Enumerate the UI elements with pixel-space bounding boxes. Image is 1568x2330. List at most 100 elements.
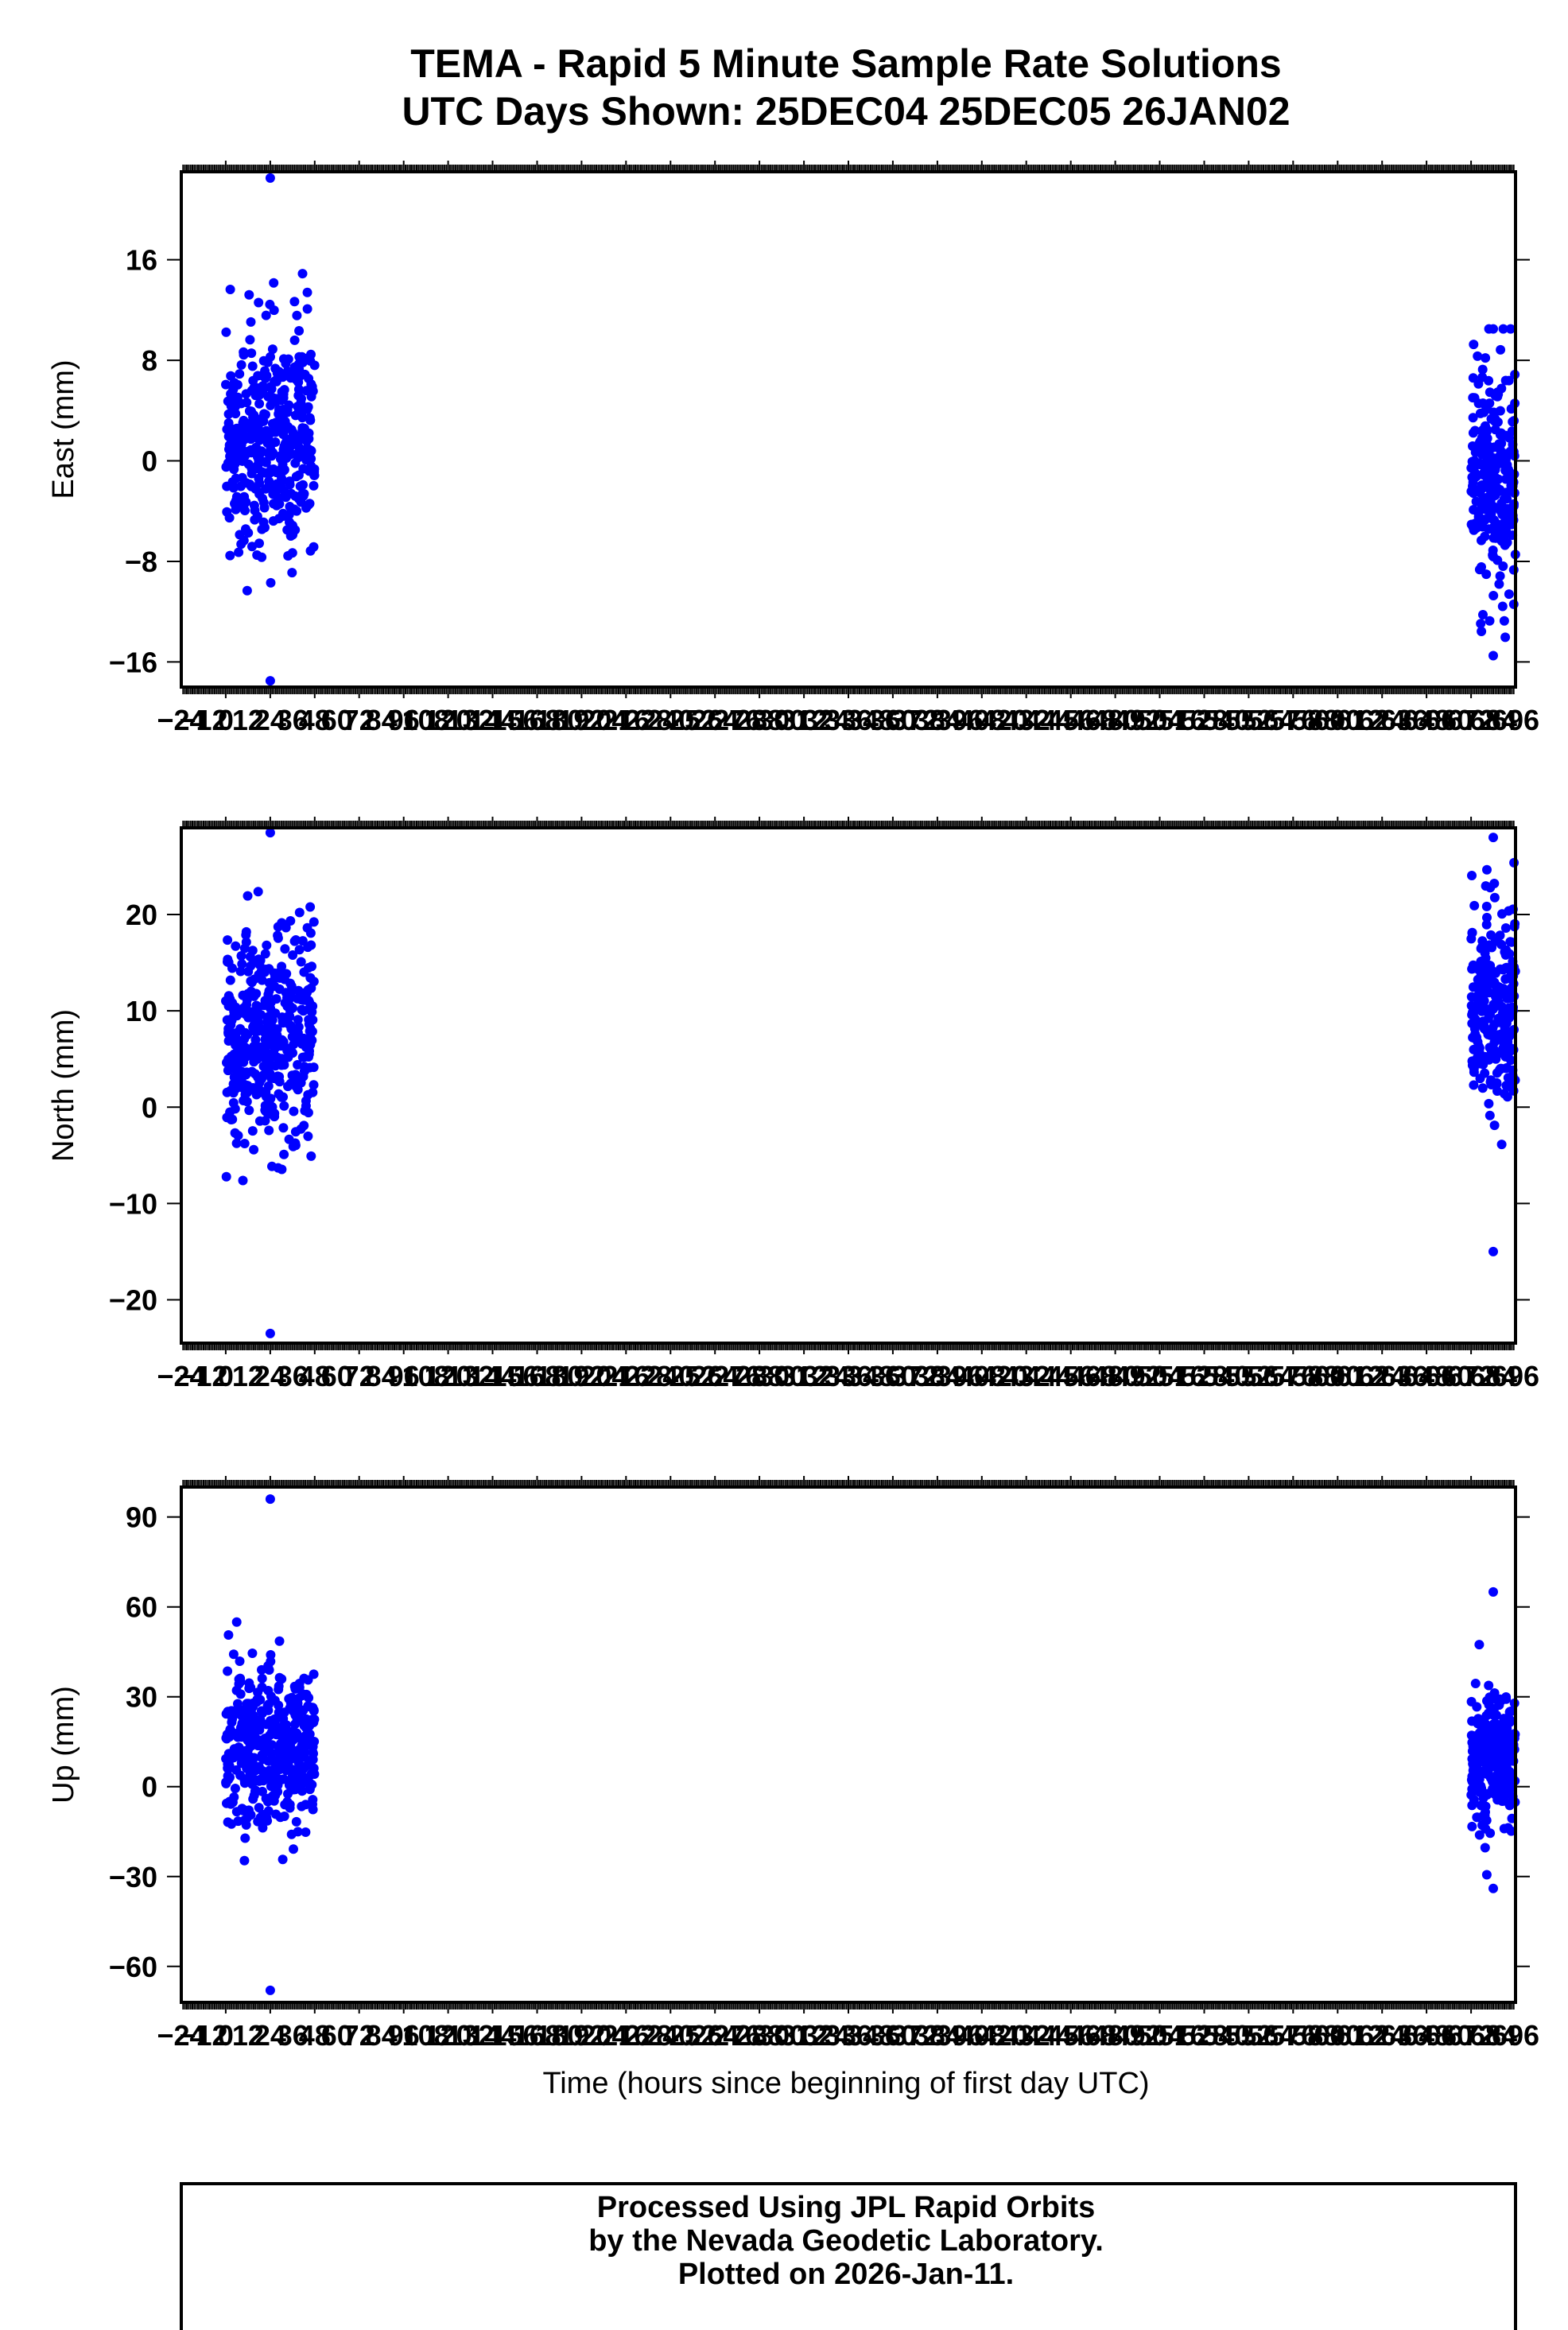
data-point (250, 1014, 260, 1023)
data-point (263, 391, 274, 402)
data-point (231, 1138, 242, 1148)
data-points (221, 828, 1520, 1338)
data-point (246, 407, 257, 417)
data-point (257, 975, 267, 985)
x-tick-label: 372 (891, 1360, 939, 1392)
data-point (297, 1004, 307, 1015)
data-point (227, 387, 238, 397)
x-tick-label: 648 (1403, 704, 1450, 736)
data-point (265, 828, 275, 838)
x-tick-label: 612 (1336, 1360, 1384, 1392)
data-point (281, 922, 291, 933)
data-point (250, 442, 261, 452)
data-point (254, 538, 264, 549)
data-point (286, 425, 297, 435)
x-tick-labels: −24−120122436486072849610812013214415616… (157, 704, 1539, 736)
x-tick-label: 588 (1291, 1360, 1339, 1392)
data-point (248, 1022, 258, 1032)
data-point (1470, 447, 1481, 457)
x-tick-label: 504 (1135, 704, 1183, 736)
data-point (241, 389, 251, 399)
data-point (289, 297, 300, 307)
plot-frame (180, 170, 1517, 689)
x-tick-label: 600 (1314, 704, 1361, 736)
data-point (1499, 494, 1509, 504)
data-point (1482, 912, 1492, 922)
data-point (222, 481, 232, 491)
data-point (251, 1089, 262, 1100)
x-tick-label: 0 (218, 1360, 234, 1392)
data-point (239, 347, 249, 357)
data-point (1485, 940, 1495, 950)
data-point (286, 1021, 296, 1031)
data-point (308, 1087, 318, 1097)
data-point (1500, 974, 1511, 984)
data-point (244, 1105, 254, 1116)
data-point (250, 1069, 260, 1079)
data-point (258, 1024, 268, 1035)
data-point (1498, 561, 1508, 571)
data-point (260, 949, 270, 959)
x-tick-label: 660 (1425, 1360, 1473, 1392)
data-point (235, 966, 246, 977)
data-point (1479, 955, 1489, 965)
x-tick-label: 180 (535, 704, 583, 736)
data-point (236, 539, 246, 549)
data-point (296, 398, 306, 408)
x-tick-label: 144 (468, 1360, 516, 1392)
data-point (1488, 533, 1499, 543)
x-tick-label: 516 (1158, 1360, 1205, 1392)
data-point (303, 1131, 313, 1141)
data-point (1505, 937, 1516, 947)
x-tick-label: 588 (1291, 704, 1339, 736)
chart-subtitle: UTC Days Shown: 25DEC04 25DEC05 26JAN02 (402, 89, 1290, 134)
data-point (294, 364, 305, 375)
data-point (253, 887, 263, 897)
x-tick-label: 396 (936, 704, 984, 736)
chart-title: TEMA - Rapid 5 Minute Sample Rate Soluti… (410, 41, 1281, 86)
data-point (266, 577, 276, 588)
data-point (1490, 390, 1500, 401)
data-point (235, 1040, 246, 1050)
data-point (297, 409, 307, 419)
data-point (1466, 463, 1477, 473)
data-point (264, 1125, 274, 1136)
data-point (293, 1060, 303, 1070)
data-point (223, 1001, 234, 1012)
x-tick-label: 312 (780, 1360, 828, 1392)
y-tick-label: −16 (109, 646, 157, 678)
y-tick-label: 0 (142, 1091, 157, 1124)
x-tick-label: 132 (447, 704, 495, 736)
data-point (300, 429, 310, 439)
data-point (1497, 909, 1507, 919)
data-point (1496, 438, 1507, 449)
data-point (241, 524, 250, 534)
data-point (246, 986, 256, 996)
data-point (1486, 414, 1496, 424)
x-tick-label: 12 (232, 704, 264, 736)
data-point (235, 369, 245, 379)
data-point (248, 1042, 258, 1052)
data-point (233, 433, 243, 443)
data-point (1488, 1246, 1498, 1256)
x-tick-label: 312 (780, 704, 828, 736)
data-point (257, 524, 267, 534)
data-point (305, 902, 316, 912)
data-point (241, 926, 251, 937)
x-tick-label: 660 (1425, 704, 1473, 736)
data-point (277, 1035, 287, 1045)
data-point (231, 491, 242, 502)
data-point (1488, 1023, 1498, 1033)
data-point (1490, 1078, 1500, 1088)
data-point (1488, 833, 1498, 843)
x-tick-label: 84 (366, 704, 398, 736)
data-point (297, 936, 308, 946)
x-tick-label: 468 (1069, 704, 1117, 736)
data-point (244, 289, 254, 300)
data-point (309, 977, 319, 987)
data-point (242, 398, 252, 408)
data-point (278, 445, 289, 455)
data-point (231, 504, 241, 515)
x-tick-label: 444 (1025, 704, 1073, 736)
